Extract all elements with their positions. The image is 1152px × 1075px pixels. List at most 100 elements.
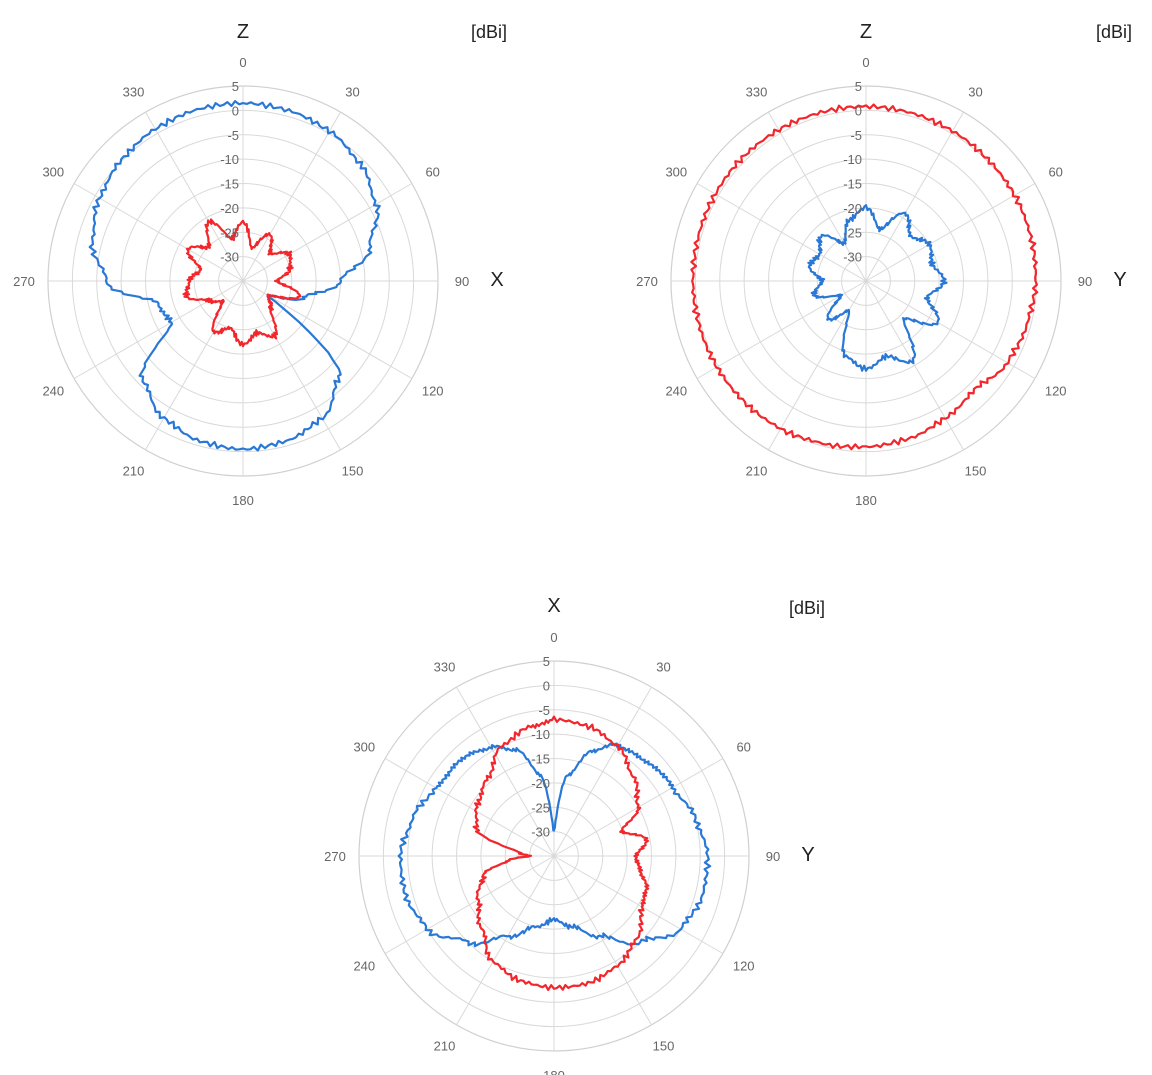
angle-tick-label: 90 xyxy=(1078,274,1092,289)
radial-tick-label: 0 xyxy=(543,678,550,693)
angle-tick-label: 300 xyxy=(353,740,375,755)
unit-label: [dBi] xyxy=(471,22,507,42)
angle-tick-label: 30 xyxy=(345,84,359,99)
grid-spoke xyxy=(865,183,1036,282)
angle-tick-label: 240 xyxy=(42,384,64,399)
polar-tick-labels: 030609012015018021024027030033050-5-10-1… xyxy=(324,630,780,1075)
series-trace-red xyxy=(182,218,302,348)
grid-spoke xyxy=(242,183,413,282)
angle-tick-label: 150 xyxy=(653,1039,675,1054)
grid-spoke xyxy=(242,111,341,282)
grid-spoke xyxy=(242,280,341,451)
grid-spoke xyxy=(145,280,244,451)
angle-tick-label: 240 xyxy=(665,384,687,399)
unit-label: [dBi] xyxy=(789,598,825,618)
radial-tick-label: -15 xyxy=(220,177,239,192)
top-axis-label: Z xyxy=(237,21,249,43)
angle-tick-label: 210 xyxy=(434,1039,456,1054)
polar-traces xyxy=(690,103,1039,451)
polar-grid xyxy=(358,660,750,1052)
grid-spoke xyxy=(384,758,555,857)
grid-spoke xyxy=(768,280,867,451)
angle-tick-label: 330 xyxy=(434,659,456,674)
angle-tick-label: 150 xyxy=(342,464,364,479)
radial-tick-label: 0 xyxy=(855,103,862,118)
radial-tick-label: -15 xyxy=(531,752,550,767)
angle-tick-label: 330 xyxy=(746,84,768,99)
radial-tick-label: -5 xyxy=(538,703,550,718)
radial-tick-label: -30 xyxy=(220,250,239,265)
radial-tick-label: -20 xyxy=(220,201,239,216)
top-axis-label: Z xyxy=(860,21,872,43)
radial-tick-label: -25 xyxy=(843,225,862,240)
grid-spoke xyxy=(456,686,555,857)
radial-tick-label: -25 xyxy=(220,225,239,240)
angle-tick-label: 30 xyxy=(656,659,670,674)
radial-tick-label: 5 xyxy=(855,79,862,94)
angle-tick-label: 180 xyxy=(855,493,877,508)
unit-label: [dBi] xyxy=(1096,22,1132,42)
radial-tick-label: -25 xyxy=(531,800,550,815)
angle-tick-label: 150 xyxy=(965,464,987,479)
radial-tick-label: -10 xyxy=(843,152,862,167)
radial-tick-label: 5 xyxy=(543,654,550,669)
series-trace-red xyxy=(472,715,650,991)
radial-tick-label: -10 xyxy=(531,727,550,742)
angle-tick-label: 60 xyxy=(736,740,750,755)
polar-chart-xy: 030609012015018021024027030033050-5-10-1… xyxy=(324,595,825,1075)
angle-tick-label: 30 xyxy=(968,84,982,99)
angle-tick-label: 180 xyxy=(543,1068,565,1075)
series-trace-red xyxy=(690,103,1039,451)
angle-tick-label: 240 xyxy=(353,959,375,974)
angle-tick-label: 60 xyxy=(425,165,439,180)
radial-tick-label: -20 xyxy=(843,201,862,216)
grid-spoke xyxy=(553,686,652,857)
angle-tick-label: 90 xyxy=(455,274,469,289)
grid-spoke xyxy=(553,855,652,1026)
radial-tick-label: -15 xyxy=(843,177,862,192)
top-axis-label: X xyxy=(547,595,560,617)
grid-spoke xyxy=(768,111,867,282)
polar-grid xyxy=(670,85,1062,477)
angle-tick-label: 120 xyxy=(422,384,444,399)
grid-spoke xyxy=(865,111,964,282)
side-axis-label: Y xyxy=(1113,269,1126,291)
series-trace-blue xyxy=(397,742,712,948)
angle-tick-label: 300 xyxy=(42,165,64,180)
angle-tick-label: 60 xyxy=(1048,165,1062,180)
series-trace-blue xyxy=(807,204,948,372)
side-axis-label: X xyxy=(490,269,503,291)
angle-tick-label: 330 xyxy=(123,84,145,99)
radial-tick-label: -30 xyxy=(843,250,862,265)
polar-traces xyxy=(397,715,712,991)
angle-tick-label: 0 xyxy=(550,630,557,645)
angle-tick-label: 0 xyxy=(862,55,869,70)
radial-tick-label: 5 xyxy=(232,79,239,94)
grid-spoke xyxy=(384,855,555,954)
radial-tick-label: -10 xyxy=(220,152,239,167)
radial-tick-label: -20 xyxy=(531,776,550,791)
angle-tick-label: 300 xyxy=(665,165,687,180)
grid-spoke xyxy=(73,183,244,282)
angle-tick-label: 270 xyxy=(13,274,35,289)
series-trace-blue xyxy=(88,100,381,452)
radial-tick-label: -5 xyxy=(850,128,862,143)
radial-tick-label: -30 xyxy=(531,825,550,840)
angle-tick-label: 120 xyxy=(733,959,755,974)
angle-tick-label: 270 xyxy=(636,274,658,289)
angle-tick-label: 0 xyxy=(239,55,246,70)
angle-tick-label: 210 xyxy=(746,464,768,479)
angle-tick-label: 210 xyxy=(123,464,145,479)
angle-tick-label: 90 xyxy=(766,849,780,864)
grid-spoke xyxy=(145,111,244,282)
polar-traces xyxy=(88,100,381,452)
grid-spoke xyxy=(696,183,867,282)
radial-tick-label: -5 xyxy=(227,128,239,143)
grid-spoke xyxy=(73,280,244,379)
angle-tick-label: 270 xyxy=(324,849,346,864)
